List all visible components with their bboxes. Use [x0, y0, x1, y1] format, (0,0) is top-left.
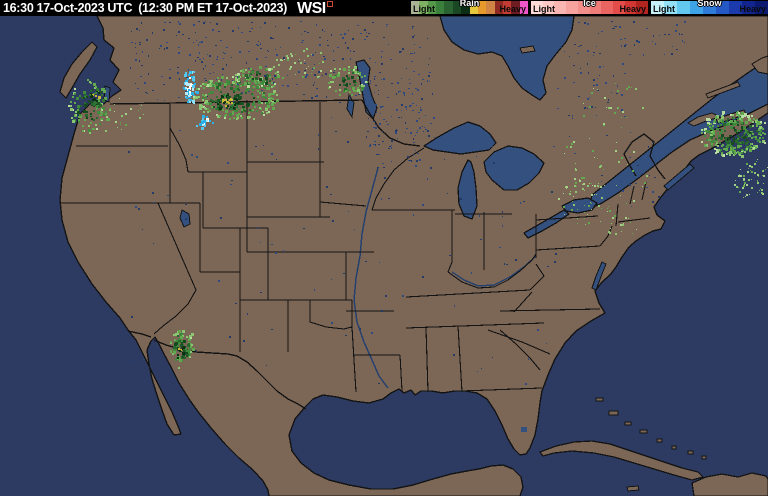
legend-color-segment — [554, 1, 567, 14]
chesapeake-bay — [591, 261, 607, 291]
lake-ontario — [561, 197, 598, 214]
legend-color-segment — [664, 1, 677, 14]
header-bar: 16:30 17-Oct-2023 UTC (12:30 PM ET 17-Oct… — [0, 0, 768, 16]
legend-group-rain: Rain Light Heavy — [411, 0, 529, 16]
lake-huron — [483, 145, 545, 191]
akimiski-island — [519, 45, 536, 54]
legend-color-segment — [444, 1, 453, 14]
radar-precipitation-layer — [68, 48, 768, 369]
legend-color-segment — [411, 1, 420, 14]
legend-title-rain: Rain — [459, 0, 480, 8]
legend-color-segment — [519, 1, 529, 14]
legend-color-segment — [677, 1, 690, 14]
precipitation-legend: Rain Light Heavy Ice Light Heavy Snow Li… — [408, 0, 768, 16]
legend-color-segment — [427, 1, 437, 14]
small-lakes-speckle-layer — [128, 21, 686, 385]
hispaniola-island — [691, 472, 768, 496]
anticosti-island — [705, 81, 741, 99]
legend-color-segment — [461, 1, 470, 14]
wsi-logo-text: WSI — [297, 0, 326, 17]
lake-michigan — [457, 159, 478, 220]
newfoundland-tip — [751, 55, 768, 75]
wsi-trademark-icon — [326, 0, 333, 7]
legend-color-segment — [690, 1, 703, 14]
legend-color-segment — [486, 1, 495, 14]
legend-color-segment — [502, 1, 512, 14]
legend-color-segment — [729, 1, 742, 14]
continent-landmass — [59, 15, 768, 496]
legend-color-segment — [636, 1, 649, 14]
legend-heavy-label-snow: Heavy — [739, 4, 766, 14]
legend-color-segment — [601, 1, 613, 14]
legend-heavy-label-rain: Heavy — [499, 4, 526, 14]
legend-color-segment — [542, 1, 555, 14]
legend-color-segment — [452, 1, 462, 14]
timestamp-utc: 16:30 17-Oct-2023 UTC — [3, 1, 133, 15]
legend-heavy-label-ice: Heavy — [619, 4, 646, 14]
legend-title-snow: Snow — [697, 0, 722, 8]
legend-group-snow: Snow Light Heavy — [651, 0, 768, 16]
legend-color-segment — [589, 1, 602, 14]
legend-color-segment — [755, 1, 768, 14]
timestamp-local: (12:30 PM ET 17-Oct-2023) — [138, 1, 287, 15]
legend-color-segment — [477, 1, 487, 14]
vancouver-island — [59, 41, 98, 100]
legend-gradient-snow — [651, 1, 768, 14]
mississippi-river — [353, 167, 389, 389]
lake-okeechobee — [521, 427, 527, 432]
timestamp: 16:30 17-Oct-2023 UTC (12:30 PM ET 17-Oct… — [0, 0, 293, 16]
legend-color-segment — [566, 1, 578, 14]
legend-color-segment — [716, 1, 729, 14]
legend-color-segment — [651, 1, 664, 14]
legend-color-segment — [742, 1, 755, 14]
legend-group-ice: Ice Light Heavy — [531, 0, 649, 16]
bay-of-fundy — [663, 163, 695, 191]
lake-superior — [423, 121, 497, 155]
cuba-island — [538, 440, 705, 481]
legend-color-segment — [469, 1, 478, 14]
legend-color-segment — [494, 1, 503, 14]
legend-gradient-ice — [531, 1, 649, 14]
bahamas-islands — [595, 397, 707, 460]
legend-color-segment — [436, 1, 445, 14]
state-borders — [60, 100, 651, 393]
hudson-bay — [439, 15, 575, 101]
legend-light-label-rain: Light — [413, 4, 435, 14]
legend-title-ice: Ice — [583, 0, 596, 8]
legend-light-label-ice: Light — [533, 4, 555, 14]
legend-color-segment — [612, 1, 625, 14]
international-borders — [109, 99, 666, 410]
legend-gradient-rain — [411, 1, 529, 14]
legend-color-segment — [419, 1, 428, 14]
wsi-logo: WSI — [297, 0, 333, 17]
jamaica-island — [626, 485, 640, 492]
legend-color-segment — [577, 1, 590, 14]
legend-color-segment — [511, 1, 520, 14]
legend-color-segment — [703, 1, 716, 14]
lake-erie — [523, 209, 570, 239]
legend-color-segment — [624, 1, 637, 14]
great-lakes — [423, 121, 598, 239]
legend-light-label-snow: Light — [653, 4, 675, 14]
legend-color-segment — [531, 1, 543, 14]
